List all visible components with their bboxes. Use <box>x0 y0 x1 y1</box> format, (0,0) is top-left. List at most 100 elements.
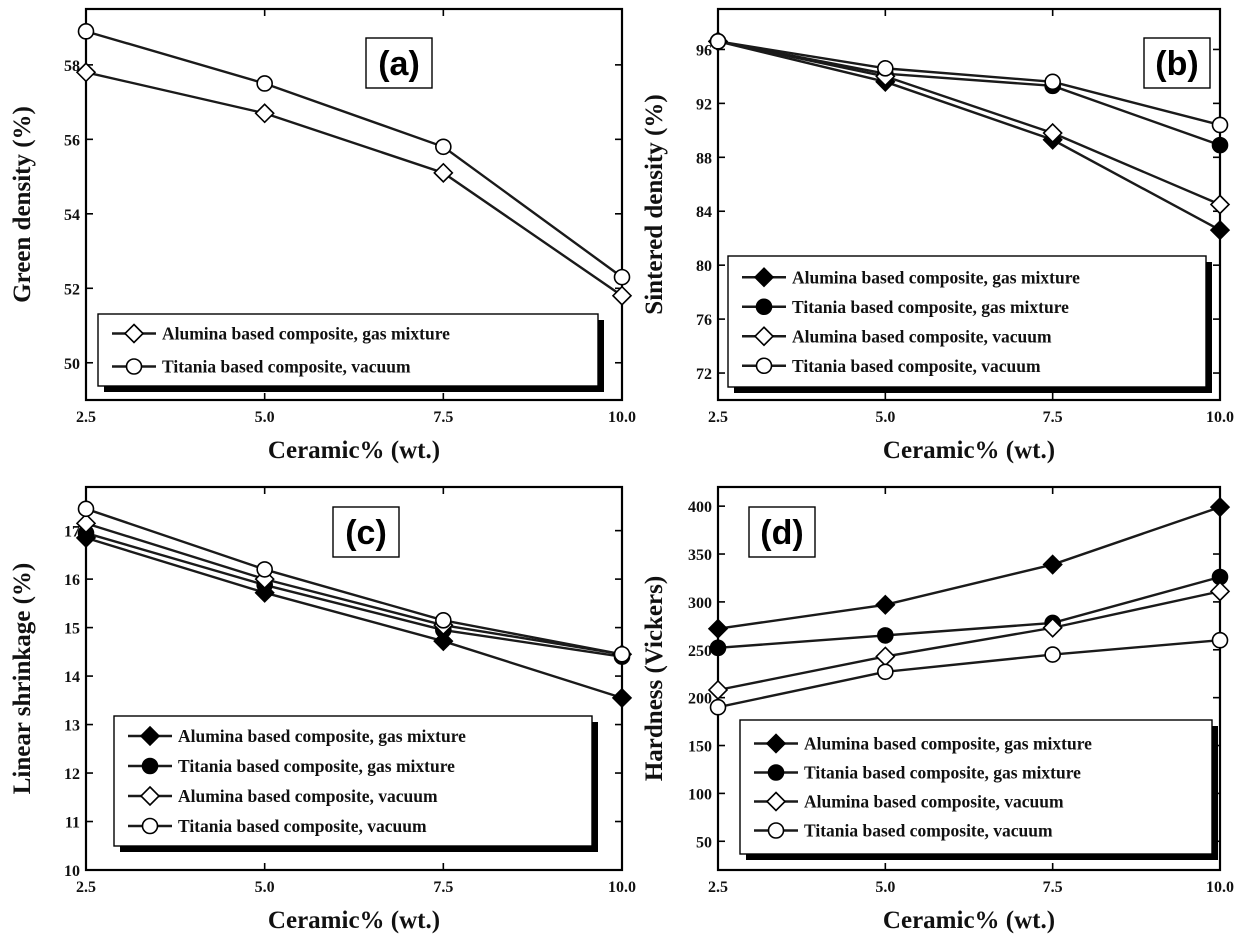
legend-entry: Titania based composite, vacuum <box>178 816 427 836</box>
series-line-2 <box>717 40 1221 147</box>
x-axis-title: Ceramic% (wt.) <box>883 437 1055 464</box>
data-point-s3-1 <box>75 513 97 534</box>
panel-c-linear-shrinkage: 10 11 12 13 14 15 16 17 2.5 5.0 7.5 10.0 Ceramic% (w… <box>9 485 636 934</box>
data-point-s3-4 <box>1209 581 1231 602</box>
series-line-4 <box>85 507 623 656</box>
data-point-s3-2 <box>875 646 896 667</box>
x-tick-label: 7.5 <box>1043 879 1063 896</box>
legend-marker <box>139 785 161 807</box>
legend: Alumina based composite, gas mixture Tita… <box>113 715 598 852</box>
data-point-s4-4 <box>613 645 631 663</box>
x-tick-label: 10.0 <box>608 879 636 896</box>
legend-entry: Titania based composite, gas mixture <box>178 756 455 776</box>
legend-entry: Titania based composite, gas mixture <box>804 763 1081 783</box>
legend-box <box>727 255 1207 388</box>
data-point-s2-2 <box>877 627 894 644</box>
series-line-1 <box>717 505 1221 630</box>
plot-frame <box>84 7 624 402</box>
y-axis-title: Sintered density (%) <box>641 94 668 314</box>
legend-entry: Alumina based composite, vacuum <box>178 786 438 806</box>
panel-label-box <box>748 506 816 558</box>
data-point-s4-4 <box>1211 116 1229 134</box>
data-point-s1-4 <box>611 687 633 709</box>
data-point-s3-3 <box>1042 122 1063 144</box>
data-point-s3-4 <box>1209 194 1231 215</box>
y-tick-label: 52 <box>64 281 80 298</box>
data-point-s1-4 <box>611 285 633 306</box>
x-tick-label: 2.5 <box>76 409 96 426</box>
series-line-4 <box>717 639 1221 709</box>
data-point-s1-2 <box>254 103 275 124</box>
legend-marker <box>755 298 773 316</box>
data-point-s4-1 <box>709 698 727 716</box>
data-point-s2-4 <box>1211 136 1229 154</box>
y-tick-label: 54 <box>64 207 80 224</box>
data-point-s4-2 <box>877 60 894 77</box>
y-axis-title: Hardness (Vickers) <box>641 576 668 781</box>
y-tick-label: 14 <box>64 669 80 686</box>
x-tick-label: 7.5 <box>1043 409 1063 426</box>
legend-marker <box>753 267 775 288</box>
legend-marker <box>139 725 161 747</box>
panel-b-sintered-density: 72 76 80 84 88 92 96 2.5 5.0 7.5 10.0 Ceramic% (wt.… <box>641 7 1234 464</box>
y-tick-label: 250 <box>688 643 712 660</box>
legend-marker <box>765 791 787 812</box>
y-tick-label: 72 <box>696 366 712 383</box>
panel-label: (a) <box>378 45 420 83</box>
data-point-s2-3 <box>435 138 452 156</box>
y-tick-label: 12 <box>64 766 80 783</box>
x-tick-label: 10.0 <box>1206 409 1234 426</box>
data-point-s4-1 <box>709 33 727 50</box>
legend-entry: Titania based composite, vacuum <box>792 356 1041 376</box>
x-axis-title: Ceramic% (wt.) <box>268 907 440 934</box>
data-point-s4-2 <box>256 561 273 578</box>
x-tick-label: 10.0 <box>608 409 636 426</box>
y-tick-label: 88 <box>696 150 712 167</box>
x-tick-label: 2.5 <box>708 409 728 426</box>
y-tick-label: 17 <box>64 524 80 541</box>
panel-label-box <box>1143 37 1211 89</box>
legend-entry: Alumina based composite, vacuum <box>792 326 1052 346</box>
y-tick-label: 76 <box>696 312 712 329</box>
y-tick-label: 350 <box>688 547 712 564</box>
data-point-s4-2 <box>877 663 894 681</box>
legend-marker <box>141 757 159 775</box>
x-tick-label: 5.0 <box>255 879 275 896</box>
y-tick-label: 80 <box>696 258 712 275</box>
y-tick-label: 150 <box>688 739 712 756</box>
data-point-s3-3 <box>1042 617 1063 638</box>
y-tick-label: 58 <box>64 58 80 75</box>
legend: Alumina based composite, gas mixture Tita… <box>739 719 1218 860</box>
panel-label: (d) <box>760 514 803 552</box>
data-point-s4-3 <box>1044 73 1061 91</box>
series-line-2 <box>85 531 623 658</box>
y-tick-label: 13 <box>64 718 80 735</box>
y-tick-label: 56 <box>64 132 80 149</box>
legend-marker <box>753 326 775 347</box>
legend-marker <box>755 357 773 375</box>
y-tick-label: 96 <box>696 42 712 59</box>
x-tick-label: 10.0 <box>1206 879 1234 896</box>
x-tick-label: 7.5 <box>433 409 453 426</box>
panel-label-box <box>365 37 433 89</box>
series-line-3 <box>85 522 623 656</box>
y-tick-label: 100 <box>688 786 712 803</box>
legend: Alumina based composite, gas mixture Tita… <box>97 313 604 392</box>
series-line-1 <box>717 40 1221 232</box>
series-line-1 <box>85 71 623 297</box>
legend-marker <box>125 358 143 375</box>
legend-entry: Titania based composite, gas mixture <box>792 297 1069 317</box>
legend-entry: Alumina based composite, gas mixture <box>178 726 466 746</box>
data-point-s2-4 <box>613 268 631 286</box>
data-point-s1-4 <box>1209 496 1231 518</box>
legend-entry: Titania based composite, vacuum <box>162 357 411 377</box>
legend-marker <box>767 822 785 839</box>
legend-marker <box>123 323 145 344</box>
data-point-s1-3 <box>1042 554 1063 575</box>
legend: Alumina based composite, gas mixture Tita… <box>727 255 1212 393</box>
y-tick-label: 50 <box>696 834 712 851</box>
panel-label: (b) <box>1155 45 1198 83</box>
x-tick-label: 2.5 <box>708 879 728 896</box>
x-tick-label: 5.0 <box>255 409 275 426</box>
y-tick-label: 400 <box>688 499 712 516</box>
